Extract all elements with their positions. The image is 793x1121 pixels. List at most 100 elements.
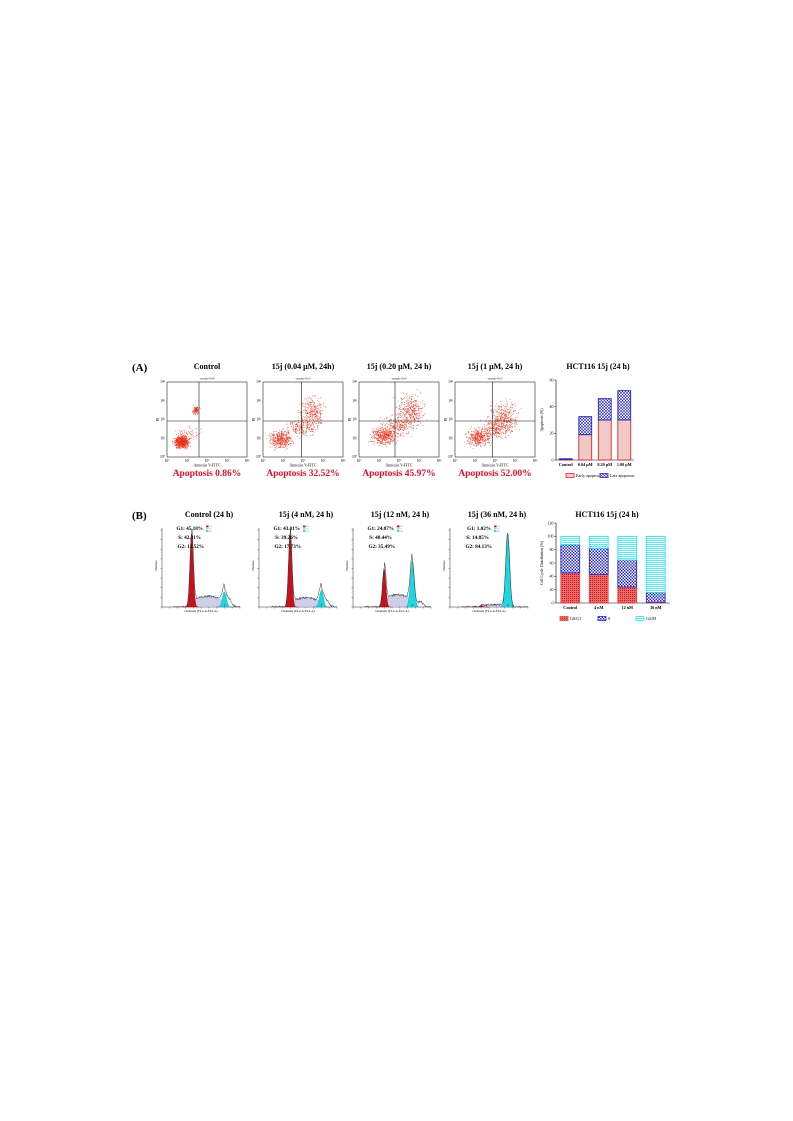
apoptosis-bar-chart: HCT116 15j (24 h) 0 20 40 60 Apoptosis (%) Con… (539, 362, 635, 478)
apoptosis-section: Control sample-008 10⁰ 10⁰ 10¹ 10¹ 10² 10² 10³ 10… (155, 362, 538, 479)
cell-cycle-histogram-3: 15j (12 nM, 24 h) Number Channels (FL2-A-F… (345, 510, 432, 613)
mini-legend-label: G2 (498, 531, 501, 533)
y-axis-label: Number (442, 559, 446, 570)
y-tick-label: 10² (256, 418, 261, 422)
histogram-title: 15j (12 nM, 24 h) (371, 510, 430, 519)
bar-g0-g1 (617, 586, 638, 604)
peak-mark: 1 (480, 603, 482, 607)
y-axis-label: PI (347, 417, 352, 421)
overall-histogram-line (270, 529, 338, 608)
x-tick-label: 10² (205, 459, 210, 463)
y-axis-label: Number (154, 559, 158, 570)
cell-cycle-section: Control (24 h) Number Channels (FL2-A-FL2-… (154, 510, 529, 613)
mini-legend-swatch (494, 527, 497, 530)
y-tick-label: 40 (550, 404, 554, 409)
y-tick-label: 100 (548, 534, 554, 539)
s-percent: S: 42.31% (178, 535, 201, 541)
peak-mark: 1 (191, 603, 193, 607)
histogram-title: 15j (4 nM, 24 h) (279, 510, 334, 519)
y-tick-label: 20 (550, 431, 554, 436)
x-axis-label: Channels (FL2-A-FL2-A) (184, 609, 217, 613)
cell-cycle-bar-chart: HCT116 15j (24 h) 0 20 40 60 80 100 120 Cell Cyc… (539, 510, 670, 621)
peak-mark: 2 (411, 603, 413, 607)
y-tick-label: 60 (550, 560, 554, 565)
s-percent: S: 39.26% (275, 535, 298, 541)
peak-mark: 2 (321, 603, 323, 607)
x-axis-label: Channels (FL2-A-FL2-A) (281, 609, 314, 613)
bar-late-apoptosis (558, 458, 573, 460)
mini-legend-swatch (397, 525, 400, 528)
histogram-title: 15j (36 nM, 24 h) (468, 510, 527, 519)
x-tick-label: 10³ (417, 459, 423, 463)
y-axis-label: Cell Cycle Distribution (%) (539, 540, 544, 585)
x-tick-label: 10² (397, 459, 402, 463)
g2-peak (499, 533, 516, 608)
mini-legend-swatch (206, 527, 209, 530)
y-tick-label: 10⁰ (256, 455, 262, 459)
dot-plot-title: Control (194, 362, 221, 371)
mini-legend-label: G1 (498, 526, 501, 528)
y-axis-label: Number (345, 559, 349, 570)
y-tick-label: 0 (552, 457, 554, 462)
dot-plot-title: 15j (1 μM, 24 h) (468, 362, 523, 371)
y-tick-label: 10¹ (256, 436, 261, 440)
y-tick-label: 10⁰ (160, 455, 166, 459)
bar-early-apoptosis (597, 419, 612, 461)
bar-g2-m (617, 535, 638, 561)
bar-late-apoptosis (597, 398, 612, 421)
mini-legend-label: G1 (401, 526, 404, 528)
x-axis-label: Annexin V-FITC (385, 463, 413, 468)
legend-swatch (565, 473, 575, 478)
bar-g2-m (645, 535, 666, 593)
apoptosis-percent: Apoptosis 32.52% (266, 469, 339, 479)
mini-legend-swatch (303, 530, 306, 532)
x-tick-label: 12 nM (621, 605, 633, 610)
y-tick-label: 20 (550, 587, 554, 592)
bar-g2-m (588, 535, 609, 549)
mini-legend-label: S (307, 529, 309, 531)
mini-legend-label: G2 (307, 531, 310, 533)
y-tick-label: 40 (550, 574, 554, 579)
peak-mark: 2 (507, 603, 509, 607)
x-tick-label: 0.20 μM (597, 462, 612, 467)
legend-swatch (559, 616, 569, 621)
g1-percent: G1: 45.18% (176, 526, 203, 532)
sample-id: sample-008 (200, 377, 215, 381)
mini-legend-swatch (206, 530, 209, 532)
mini-legend-label: G1 (307, 526, 310, 528)
scatter-dots (463, 398, 522, 450)
x-axis-label: Annexin V-FITC (289, 463, 317, 468)
g2-percent: G2: 35.49% (368, 544, 395, 550)
g2-percent: G2: 17.73% (274, 544, 301, 550)
mini-legend-swatch (494, 525, 497, 528)
x-tick-label: 36 nM (650, 605, 662, 610)
y-tick-label: 10³ (256, 399, 262, 403)
x-tick-label: 10¹ (377, 459, 382, 463)
g2-percent: G2: 12.52% (177, 544, 204, 550)
y-tick-label: 10³ (352, 399, 358, 403)
s-percent: S: 14.85% (466, 535, 489, 541)
cell-cycle-histogram-2: 15j (4 nM, 24 h) Number Channels (FL2-A-FL… (251, 510, 338, 613)
mini-legend-label: S (401, 529, 403, 531)
bar-s (588, 547, 609, 575)
y-tick-label: 10⁴ (256, 380, 262, 384)
bar-g0-g1 (588, 573, 609, 604)
bar-g2-m (560, 535, 581, 546)
sample-id: sample-003 (296, 377, 311, 381)
overall-histogram-line (173, 528, 241, 608)
mini-legend-swatch (397, 530, 400, 532)
x-tick-label: 0.04 μM (578, 462, 593, 467)
y-tick-label: 10⁰ (352, 455, 358, 459)
y-tick-label: 10² (448, 418, 453, 422)
y-axis-label: PI (251, 417, 256, 421)
g2-percent: G2: 84.13% (465, 544, 492, 550)
g1-peak (474, 605, 489, 608)
bar-late-apoptosis (617, 390, 632, 421)
y-tick-label: 0 (552, 600, 554, 605)
overall-histogram-line (364, 553, 432, 608)
bar-chart-title: HCT116 15j (24 h) (575, 510, 639, 519)
